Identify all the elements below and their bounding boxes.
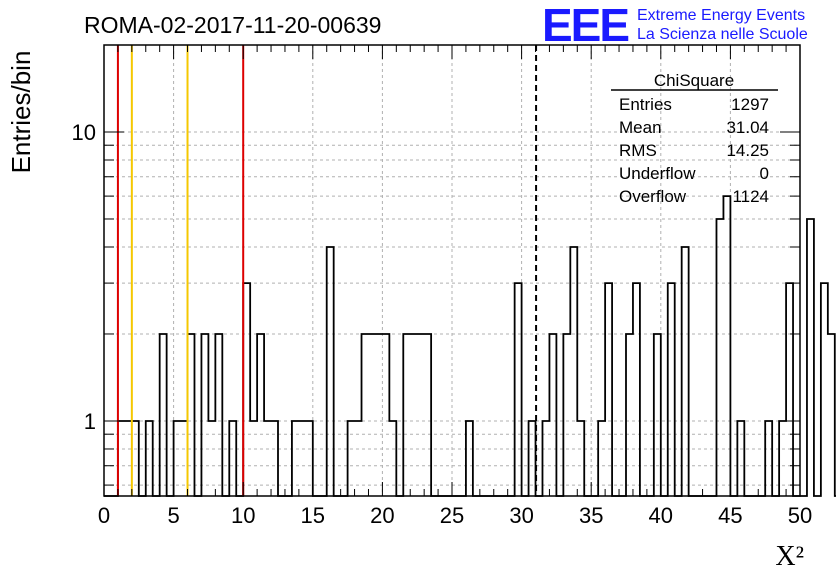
stats-label-entries: Entries [619, 95, 672, 114]
histogram-bin [257, 334, 264, 496]
brand-line-2: La Scienza nelle Scuole [637, 26, 808, 43]
histogram-bin [605, 283, 612, 496]
histogram-bin [542, 421, 549, 496]
histogram-bin [362, 334, 369, 496]
x-tick-label: 45 [718, 503, 742, 528]
histogram-bin [654, 334, 661, 496]
chart-title: ROMA-02-2017-11-20-00639 [84, 12, 381, 38]
histogram-bin [626, 334, 633, 496]
stats-label-underflow: Underflow [619, 164, 696, 183]
stats-value-mean: 31.04 [726, 118, 769, 137]
stats-value-rms: 14.25 [726, 141, 769, 160]
x-tick-label: 35 [579, 503, 603, 528]
histogram-bin [807, 219, 814, 496]
histogram-bin [786, 283, 793, 496]
histogram-bin [368, 334, 375, 496]
histogram-bin [382, 334, 389, 496]
eee-logo: EEE Extreme Energy Events La Scienza nel… [542, 0, 808, 51]
histogram-bin [765, 421, 772, 496]
histogram-bin [292, 421, 299, 496]
histogram-bin [424, 334, 431, 496]
histogram-bin [410, 334, 417, 496]
histogram-bin [132, 421, 139, 496]
stats-label-rms: RMS [619, 141, 657, 160]
histogram-bin [716, 219, 723, 496]
histogram-bin [215, 334, 222, 496]
histogram-bin [250, 421, 257, 496]
histogram-bin [201, 334, 208, 496]
histogram-bin [327, 247, 334, 496]
x-tick-label: 30 [509, 503, 533, 528]
histogram-bin [118, 421, 125, 496]
histogram-bin [682, 247, 689, 496]
histogram-bin [181, 421, 188, 496]
histogram-bin [570, 247, 577, 496]
histogram-bin [299, 421, 306, 496]
axis-ticks [103, 44, 801, 496]
x-tick-label: 10 [231, 503, 255, 528]
histogram-bin [174, 421, 181, 496]
histogram-bin [355, 421, 362, 496]
histogram-bin [348, 421, 355, 496]
histogram-bin [375, 334, 382, 496]
histogram-bin [515, 283, 522, 496]
stats-title: ChiSquare [654, 71, 734, 90]
histogram-bin [271, 421, 278, 496]
histogram-bin [779, 421, 786, 496]
histogram-bin [737, 421, 744, 496]
histogram-bin [723, 196, 730, 496]
histogram-bin [264, 421, 271, 496]
stats-value-overflow: 1124 [732, 187, 769, 206]
x-axis-label: X² [775, 541, 804, 572]
histogram-bin [403, 334, 410, 496]
histogram-bin [633, 283, 640, 496]
x-tick-label: 15 [301, 503, 325, 528]
stats-label-mean: Mean [619, 118, 662, 137]
x-tick-label: 40 [649, 503, 673, 528]
x-tick-label: 50 [788, 503, 812, 528]
histogram-bin [577, 421, 584, 496]
histogram-bin [160, 334, 167, 496]
brand-line-1: Extreme Energy Events [637, 7, 805, 24]
stats-box: ChiSquare Entries 1297 Mean 31.04 RMS 14… [611, 71, 778, 206]
histogram-bin [208, 421, 215, 496]
stats-label-overflow: Overflow [619, 187, 687, 206]
histogram-bin [529, 421, 536, 496]
y-axis-label: Entries/bin [6, 51, 36, 174]
histogram-bin [188, 334, 195, 496]
stats-value-underflow: 0 [760, 164, 769, 183]
histogram-bin [306, 421, 313, 496]
histogram-bin [563, 334, 570, 496]
histogram-bin [417, 334, 424, 496]
histogram-bin [389, 421, 396, 496]
y-tick-label: 10 [72, 120, 96, 145]
histogram-bin [125, 421, 132, 496]
histogram-bin [821, 283, 828, 496]
x-tick-labels: 0 5 10 15 20 25 30 35 40 45 50 [98, 503, 812, 528]
histogram-bin [668, 283, 675, 496]
histogram-bin [598, 421, 605, 496]
x-tick-label: 5 [167, 503, 179, 528]
histogram-bin [466, 421, 473, 496]
x-tick-label: 0 [98, 503, 110, 528]
brand-logo-text: EEE [542, 0, 628, 51]
histogram-bin [549, 334, 556, 496]
histogram-bin [828, 334, 835, 496]
x-tick-label: 20 [370, 503, 394, 528]
histogram-bin [243, 283, 250, 496]
histogram-bin [229, 421, 236, 496]
y-tick-label: 1 [84, 409, 96, 434]
histogram-bin [146, 421, 153, 496]
x-tick-label: 25 [440, 503, 464, 528]
stats-value-entries: 1297 [731, 95, 769, 114]
y-tick-labels: 1 10 [72, 120, 96, 434]
